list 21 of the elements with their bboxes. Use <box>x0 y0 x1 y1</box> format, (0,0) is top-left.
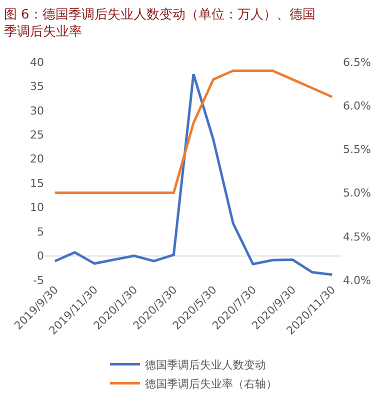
y-tick-label: 20 <box>30 152 44 166</box>
y2-tick-label: 6.0% <box>343 99 371 112</box>
y-tick-label: 40 <box>30 56 44 69</box>
y2-tick-label: 4.0% <box>343 274 371 287</box>
y-tick-label: 25 <box>30 128 44 142</box>
legend-label: 德国季调后失业率（右轴） <box>145 378 277 391</box>
y-tick-label: 35 <box>30 80 44 94</box>
y2-tick-label: 5.5% <box>343 143 371 156</box>
line-series <box>54 72 334 276</box>
y-tick-label: 10 <box>30 201 44 214</box>
y2-tick-label: 6.5% <box>343 56 371 69</box>
legend-label: 德国季调后失业人数变动 <box>145 358 266 372</box>
y-tick-label: 0 <box>37 250 44 263</box>
y-tick-label: 15 <box>30 176 44 190</box>
y2-tick-label: 4.5% <box>343 230 371 244</box>
y2-tick-label: 5.0% <box>343 186 371 200</box>
y-tick-label: 5 <box>37 225 44 238</box>
y-tick-label: 30 <box>30 104 44 118</box>
y-tick-label: -5 <box>33 274 44 287</box>
chart-title: 图 6：德国季调后失业人数变动（单位：万人）、德国季调后失业率 <box>4 7 316 40</box>
line-series <box>54 69 334 194</box>
